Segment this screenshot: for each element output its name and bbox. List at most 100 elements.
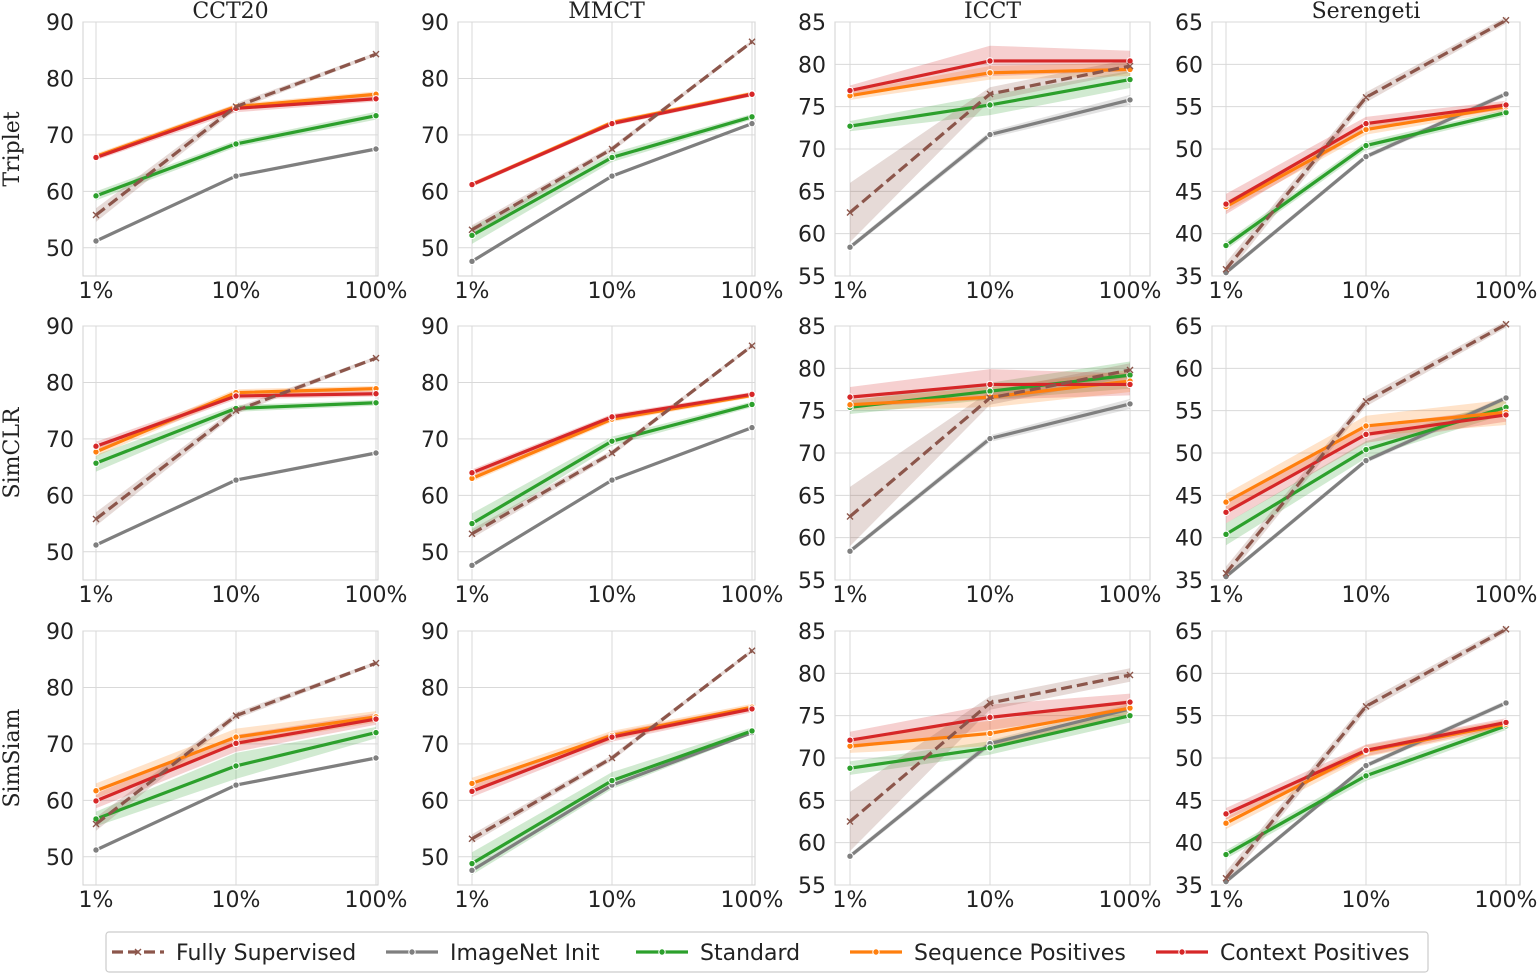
panel-simclr-mmct: 50 60 70 80 90 1% 10% 100% xyxy=(421,315,783,608)
data-point-context-positives xyxy=(1502,411,1510,419)
data-point-fully-supervised xyxy=(1222,569,1230,577)
data-point-fully-supervised xyxy=(986,90,994,98)
x-tick-label: 1% xyxy=(833,888,868,913)
y-tick-label: 55 xyxy=(1175,705,1203,730)
data-point-standard xyxy=(846,122,854,130)
legend-entry-fully-supervised: Fully Supervised xyxy=(112,941,356,966)
data-point-context-positives xyxy=(986,57,994,65)
data-point-imagenet-init xyxy=(1126,400,1134,408)
data-point-fully-supervised xyxy=(608,145,616,153)
y-tick-label: 40 xyxy=(1175,832,1203,857)
panel-simsiam-cct20: 50 60 70 80 90 1% 10% 100% xyxy=(46,620,407,913)
data-point-context-positives xyxy=(748,705,756,713)
band-fully-supervised xyxy=(472,649,752,844)
data-point-imagenet-init xyxy=(372,145,380,153)
data-point-fully-supervised xyxy=(1222,265,1230,273)
data-point-standard xyxy=(608,437,616,445)
y-tick-label: 80 xyxy=(798,662,826,687)
y-tick-label: 60 xyxy=(798,832,826,857)
x-tick-label: 10% xyxy=(588,888,637,913)
data-point-fully-supervised xyxy=(468,835,476,843)
data-point-fully-supervised xyxy=(232,103,240,111)
y-tick-label: 55 xyxy=(798,874,826,899)
legend-marker xyxy=(134,948,142,956)
data-point-imagenet-init xyxy=(846,547,854,555)
x-tick-label: 1% xyxy=(79,279,114,304)
x-tick-label: 100% xyxy=(345,583,408,608)
data-point-standard xyxy=(748,727,756,735)
band-context-positives xyxy=(96,390,376,451)
y-tick-label: 60 xyxy=(421,180,449,205)
x-tick-label: 1% xyxy=(455,583,490,608)
data-point-context-positives xyxy=(232,739,240,748)
data-point-imagenet-init xyxy=(986,434,994,443)
x-tick-label: 1% xyxy=(833,583,868,608)
data-point-imagenet-init xyxy=(608,476,616,484)
data-point-standard xyxy=(468,231,476,240)
data-point-sequence-positives xyxy=(1222,819,1230,827)
y-tick-label: 75 xyxy=(798,400,826,425)
x-tick-label: 1% xyxy=(1209,583,1244,608)
legend-marker xyxy=(872,948,880,956)
panel-simclr-cct20-frame xyxy=(82,325,379,581)
data-point-imagenet-init xyxy=(232,172,240,180)
data-point-sequence-positives xyxy=(986,729,994,738)
legend-label-context-positives: Context Positives xyxy=(1220,941,1409,966)
data-point-fully-supervised xyxy=(608,754,616,762)
legend-marker xyxy=(658,948,666,956)
data-point-fully-supervised xyxy=(1502,16,1510,24)
row-label-simclr: SimCLR xyxy=(0,406,25,498)
data-point-fully-supervised xyxy=(232,712,240,720)
legend-entry-standard: Standard xyxy=(636,941,800,966)
band-sequence-positives xyxy=(96,711,376,799)
y-tick-label: 65 xyxy=(1175,11,1203,36)
x-tick-label: 1% xyxy=(1209,279,1244,304)
legend-label-fully-supervised: Fully Supervised xyxy=(176,941,356,966)
x-tick-label: 100% xyxy=(1475,583,1538,608)
band-sequence-positives xyxy=(472,393,752,482)
legend-marker xyxy=(1178,948,1186,956)
series-line-fully-supervised xyxy=(1224,18,1507,271)
data-point-context-positives xyxy=(1502,101,1510,109)
band-standard xyxy=(472,401,752,534)
band-imagenet-init xyxy=(850,398,1130,554)
x-tick-label: 100% xyxy=(1099,888,1162,913)
data-point-fully-supervised xyxy=(846,513,854,520)
data-point-standard xyxy=(1362,445,1370,454)
data-point-fully-supervised xyxy=(846,209,854,216)
x-tick-label: 100% xyxy=(345,279,408,304)
data-point-context-positives xyxy=(468,180,476,189)
data-point-context-positives xyxy=(1126,380,1134,389)
data-point-fully-supervised xyxy=(748,647,756,655)
data-point-imagenet-init xyxy=(608,172,616,180)
band-context-positives xyxy=(96,713,376,809)
data-point-context-positives xyxy=(468,787,476,796)
y-tick-label: 45 xyxy=(1175,484,1203,509)
x-tick-label: 1% xyxy=(79,583,114,608)
column-title-cct20: CCT20 xyxy=(192,0,268,24)
data-point-fully-supervised xyxy=(748,38,756,46)
panel-simclr-mmct-frame xyxy=(457,325,756,581)
x-tick-label: 1% xyxy=(455,279,490,304)
y-tick-label: 80 xyxy=(421,676,449,701)
data-point-imagenet-init xyxy=(1502,699,1510,707)
data-point-fully-supervised xyxy=(986,699,994,707)
data-point-fully-supervised xyxy=(468,226,476,234)
x-tick-label: 10% xyxy=(1342,888,1391,913)
panel-simsiam-icct: 55 60 65 70 75 80 85 1% 10% 100% xyxy=(798,620,1161,913)
band-imagenet-init xyxy=(850,703,1130,859)
legend-label-imagenet-init: ImageNet Init xyxy=(450,941,600,966)
row-label-simsiam: SimSiam xyxy=(0,708,25,807)
y-tick-label: 90 xyxy=(421,315,449,340)
x-tick-label: 1% xyxy=(455,888,490,913)
data-point-context-positives xyxy=(986,713,994,722)
data-point-imagenet-init xyxy=(846,243,854,251)
data-point-imagenet-init xyxy=(232,781,240,789)
data-point-fully-supervised xyxy=(372,50,380,58)
data-point-imagenet-init xyxy=(1222,268,1230,277)
x-tick-label: 10% xyxy=(1342,279,1391,304)
data-point-standard xyxy=(1222,850,1230,859)
y-tick-label: 40 xyxy=(1175,223,1203,248)
